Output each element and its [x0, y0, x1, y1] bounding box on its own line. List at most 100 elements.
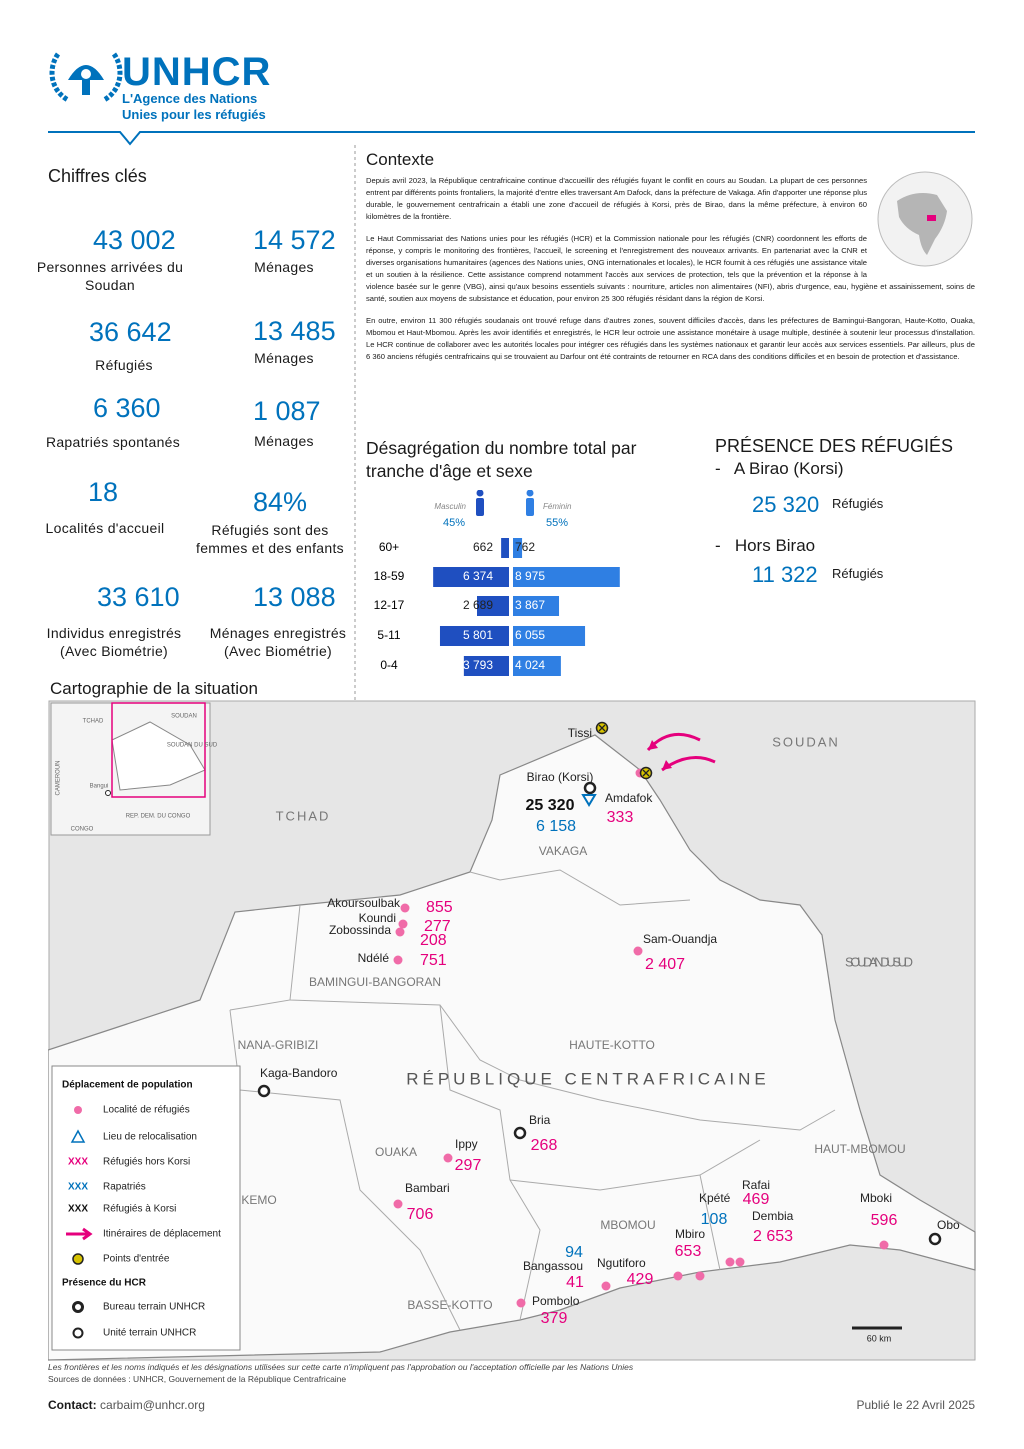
unhcr-office — [583, 781, 597, 795]
logo-text: UNHCR — [122, 50, 272, 94]
refugee-count: 429 — [627, 1271, 654, 1288]
map: TCHAD SOUDAN SOUDAN DU SUD RÉPUBLIQUE CENTR… — [48, 700, 976, 1361]
legend-label: Réfugiés à Korsi — [103, 1204, 176, 1215]
inset-capital — [105, 790, 111, 796]
country-label: SOUDAN — [772, 734, 840, 749]
key-figure-value: 13 088 — [253, 582, 336, 612]
legend-label: Localité de réfugiés — [103, 1105, 190, 1116]
female-label: Féminin — [543, 502, 572, 511]
male-share: 45% — [443, 517, 465, 529]
female-value-label: 8 975 — [515, 569, 545, 583]
africa — [897, 193, 947, 255]
inset-label: SOUDAN — [171, 714, 197, 720]
male-value-label: 2 689 — [463, 598, 493, 612]
sex-icon-head — [526, 490, 534, 497]
refugee-locality-dot — [601, 1281, 611, 1291]
place-label: Koundi — [359, 911, 396, 925]
refugee-count: 469 — [743, 1191, 770, 1208]
place-label: Bria — [529, 1113, 551, 1127]
legend-label: Bureau terrain UNHCR — [103, 1302, 205, 1313]
key-figure-value: 18 — [88, 477, 119, 507]
key-figure-label: Réfugiés sont des femmes et des enfants — [196, 522, 344, 556]
legend-symbol — [72, 1253, 84, 1265]
age-sex-title: Désagrégation du nombre total par tranch… — [366, 438, 637, 481]
published-date: Publié le 22 Avril 2025 — [856, 1398, 975, 1412]
female-value-label: 4 024 — [515, 658, 545, 672]
female-bar — [513, 567, 620, 587]
place-label: Sam-Ouandja — [643, 932, 717, 946]
legend-title: Déplacement de population — [62, 1080, 193, 1091]
male-value-label: 5 801 — [463, 628, 493, 642]
place-label: Rafai — [742, 1178, 770, 1192]
refugee-locality-dot — [725, 1257, 735, 1267]
presence-value: 25 320 — [752, 492, 820, 517]
legend-label: Rapatriés — [103, 1182, 146, 1193]
inset-label: REP. DEM. DU CONGO — [126, 814, 191, 820]
key-figure-value: 43 002 — [93, 225, 176, 255]
country-label: TCHAD — [276, 808, 331, 823]
presence-unit: Réfugiés — [832, 566, 884, 581]
laurel — [49, 52, 123, 103]
inset-highlight — [111, 702, 206, 798]
legend-symbol — [66, 1227, 93, 1241]
refugee-count: 41 — [566, 1274, 584, 1291]
key-figure-value: 84% — [253, 487, 308, 517]
sex-icon-head — [476, 490, 484, 497]
refugee-count: 706 — [407, 1206, 434, 1223]
key-figure-label: Ménages enregistrés (Avec Biométrie) — [209, 625, 347, 659]
age-group-label: 5-11 — [377, 628, 400, 642]
legend-symbol — [74, 1106, 82, 1114]
refugee-count: 653 — [675, 1243, 702, 1260]
legend-label: Réfugiés hors Korsi — [103, 1157, 190, 1168]
female-value-label: 762 — [515, 540, 535, 554]
logo-tagline: Unies pour les réfugiés — [122, 107, 266, 122]
sex-icon-body — [526, 498, 534, 516]
legend-symbol — [70, 1129, 86, 1143]
prefecture-boundaries — [229, 869, 836, 1331]
female-bar — [513, 626, 586, 646]
place-label: Ndélé — [358, 951, 390, 965]
prefecture-label: HAUTE-KOTTO — [569, 1038, 655, 1052]
prefecture-label: MBOMOU — [600, 1218, 655, 1232]
place-label: Obo — [937, 1218, 960, 1232]
place-label: Zobossinda — [329, 923, 391, 937]
context-text: Depuis avril 2023, la République centraf… — [366, 171, 975, 373]
relocation-site — [581, 794, 597, 807]
legend-label: Points d'entrée — [103, 1254, 170, 1265]
age-group-label: 18-59 — [374, 569, 405, 583]
age-group-label: 0-4 — [380, 658, 398, 672]
male-value-label: 3 793 — [463, 658, 493, 672]
unhcr-office — [928, 1232, 942, 1246]
refugee-locality-dot — [400, 903, 410, 913]
legend-symbol: XXX — [68, 1182, 88, 1193]
presence-value: 11 322 — [752, 562, 818, 587]
prefecture-label: NANA-GRIBIZI — [238, 1038, 319, 1052]
male-value-label: 662 — [473, 540, 493, 554]
age-group-label: 12-17 — [374, 598, 405, 612]
male-bar — [501, 538, 509, 558]
key-figure-label: Réfugiés — [95, 357, 153, 373]
place-label: Bambari — [405, 1181, 450, 1195]
key-figure-value: 36 642 — [89, 317, 172, 347]
female-value-label: 6 055 — [515, 628, 545, 642]
male-bar — [477, 596, 509, 616]
car-highlight — [927, 215, 936, 221]
refugee-count: 751 — [420, 952, 447, 969]
returnee-count: 108 — [701, 1211, 728, 1228]
context-paragraph: En outre, environ 11 300 réfugiés soudan… — [366, 316, 975, 361]
place-label: Kpété — [699, 1191, 731, 1205]
rule-line — [48, 131, 975, 146]
refugee-count: 208 — [420, 932, 447, 949]
logo-emblem — [49, 52, 123, 103]
key-figure-label: Localités d'accueil — [45, 520, 165, 536]
legend-box — [51, 1065, 241, 1351]
male-bar — [433, 567, 509, 587]
legend-label: Lieu de relocalisation — [103, 1132, 197, 1143]
returnee-count: 6 158 — [536, 818, 576, 835]
disclaimer: Les frontières et les noms indiqués et l… — [48, 1362, 634, 1372]
contact-label: Contact: — [48, 1398, 97, 1412]
legend-symbol — [72, 1327, 84, 1339]
female-bar — [513, 656, 561, 676]
inset-label: TCHAD — [83, 719, 104, 725]
refugee-locality-dot — [393, 955, 403, 965]
